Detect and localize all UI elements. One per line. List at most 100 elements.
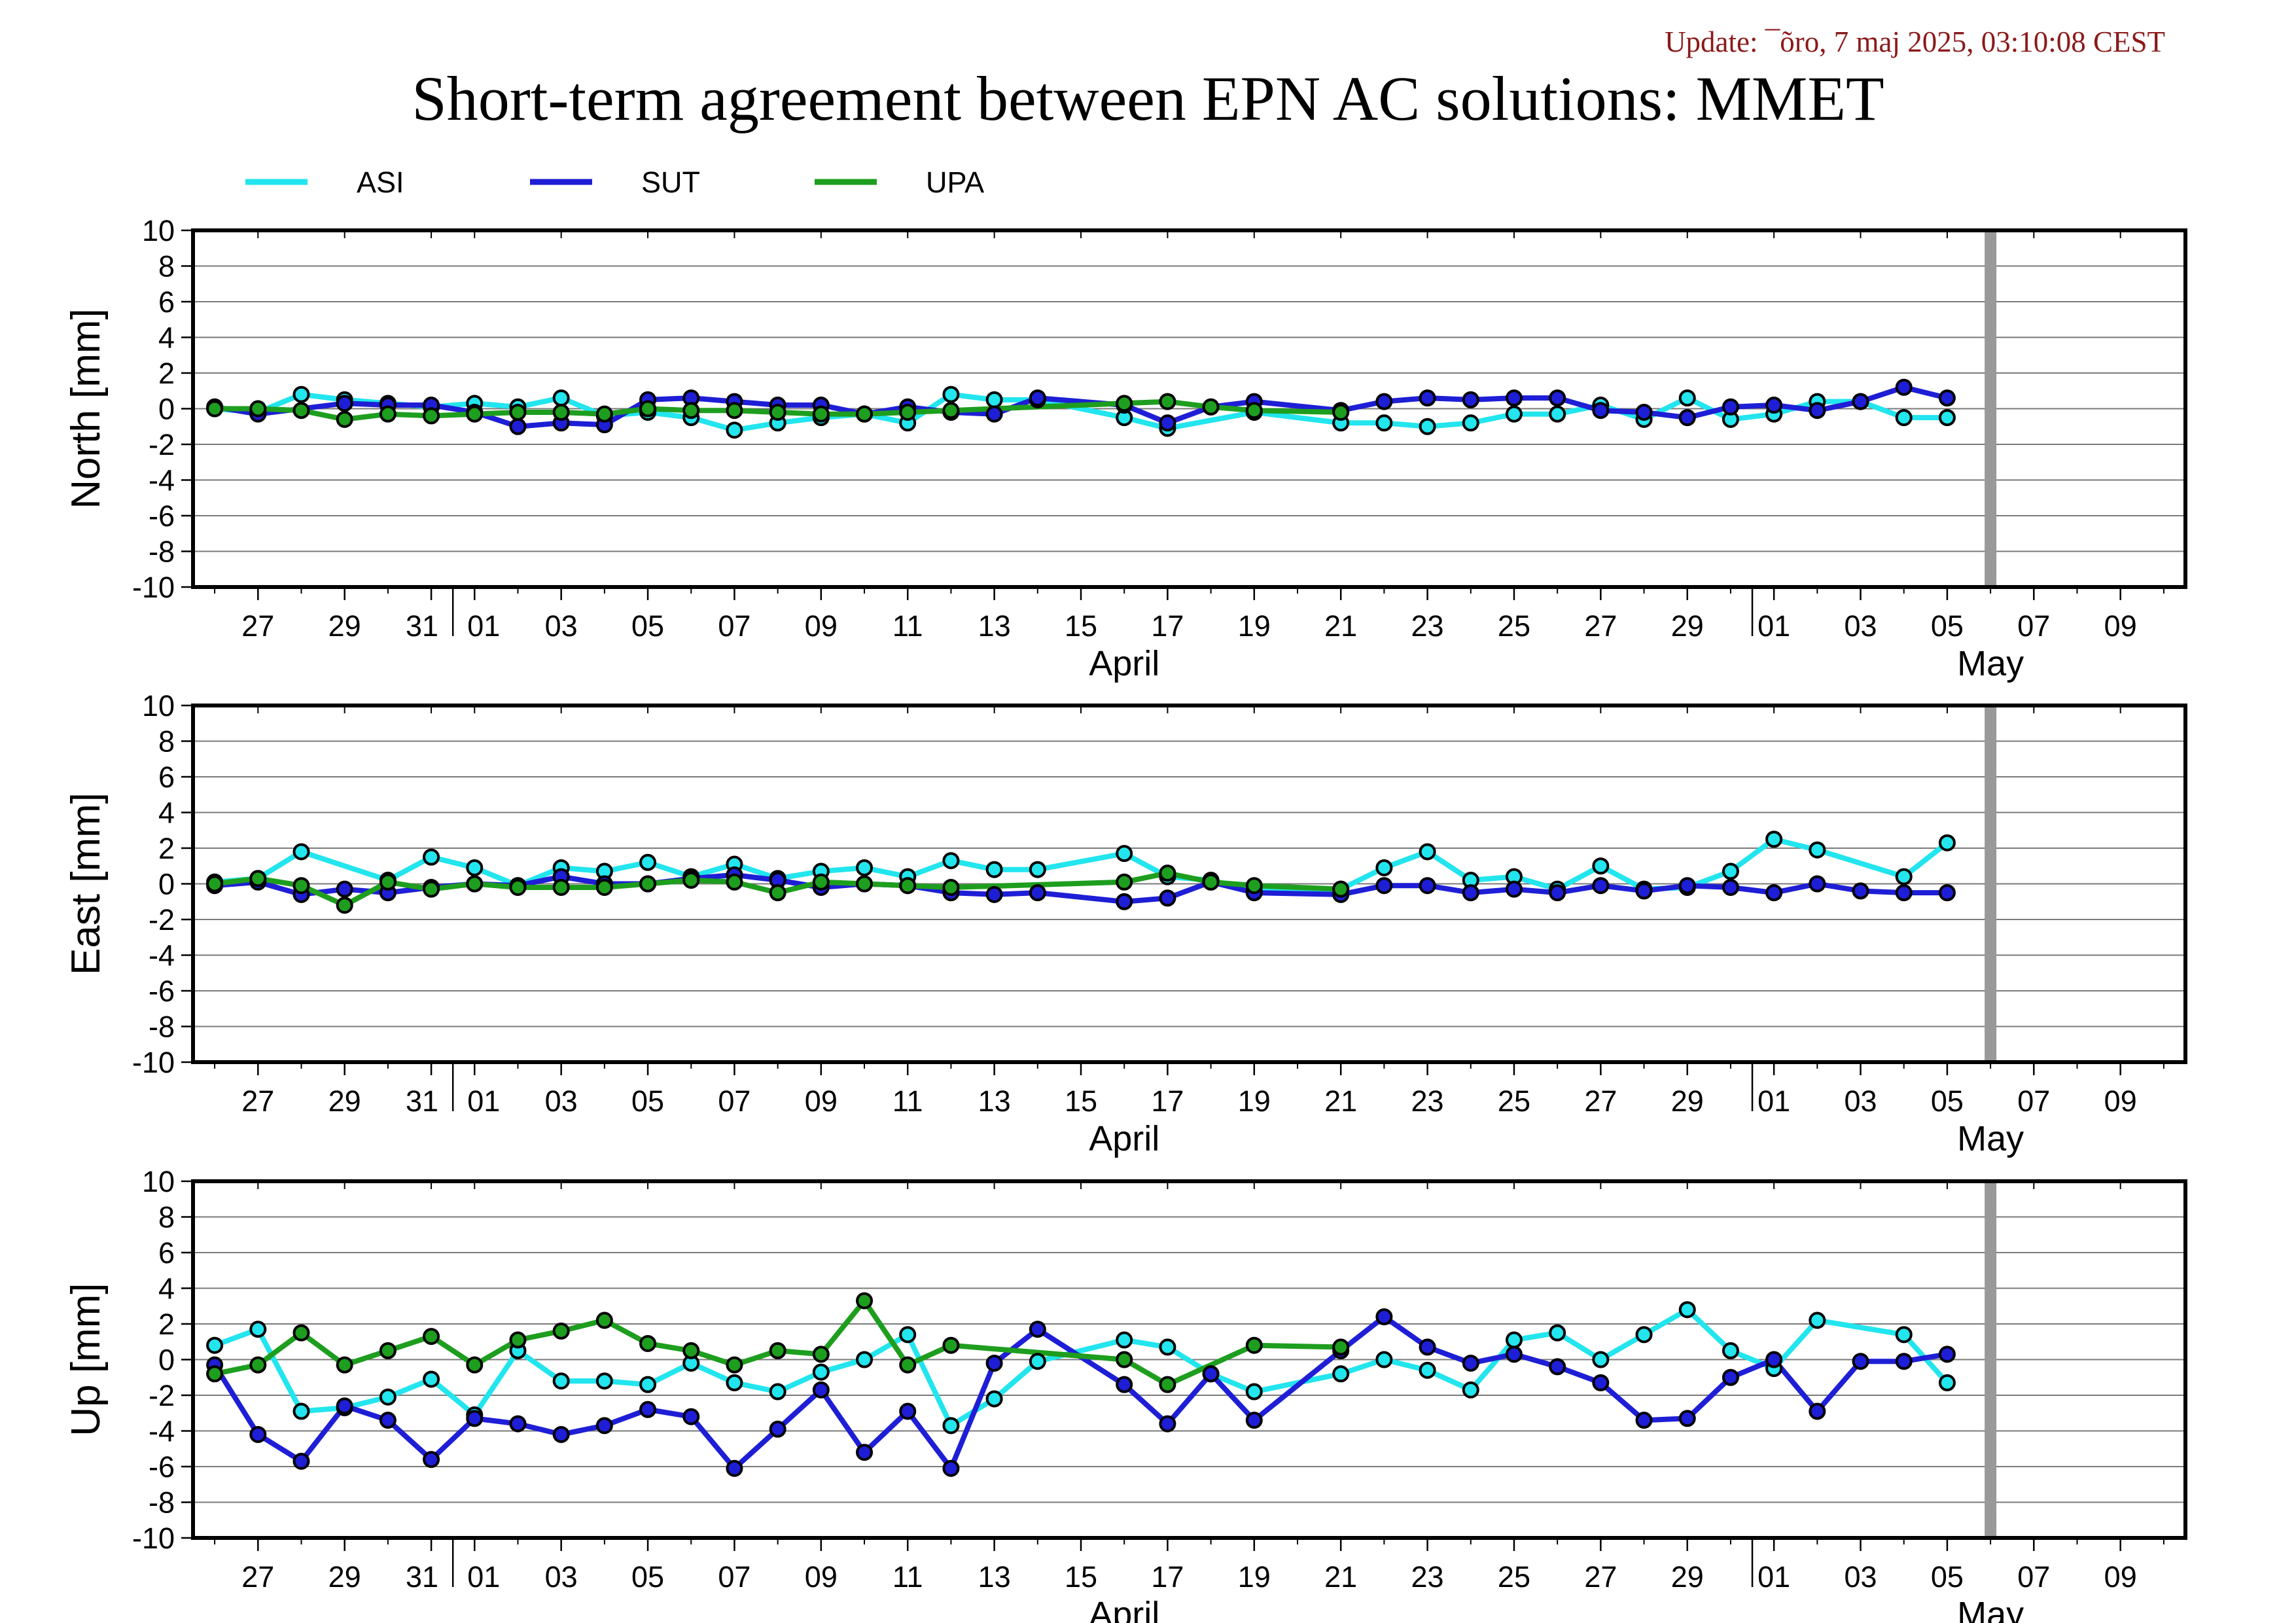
x-tick-label: 03 bbox=[1845, 1560, 1877, 1594]
data-point-sut bbox=[1765, 884, 1783, 902]
x-tick-label: 21 bbox=[1324, 1560, 1357, 1594]
data-point-sut bbox=[249, 1425, 267, 1443]
data-point-upa bbox=[552, 878, 570, 896]
y-tick-label: 2 bbox=[158, 357, 175, 390]
data-point-upa bbox=[1159, 393, 1176, 410]
series-line-sut bbox=[212, 1314, 1948, 1471]
data-point-asi bbox=[1592, 857, 1610, 875]
data-point-sut bbox=[1505, 1346, 1523, 1363]
data-point-sut bbox=[985, 405, 1003, 423]
x-tick-label: 09 bbox=[2104, 1084, 2137, 1118]
data-point-asi bbox=[1722, 863, 1739, 880]
x-tick-label: 09 bbox=[805, 1560, 838, 1594]
data-point-upa bbox=[249, 1356, 267, 1374]
data-point-asi bbox=[1029, 1353, 1046, 1370]
y-tick-label: -10 bbox=[132, 1046, 175, 1079]
data-point-upa bbox=[769, 884, 786, 902]
x-tick-label: 13 bbox=[978, 1084, 1011, 1118]
data-point-asi bbox=[1419, 843, 1436, 861]
month-label-may: May bbox=[1957, 1595, 2024, 1623]
data-point-asi bbox=[466, 859, 484, 876]
y-tick-label: 4 bbox=[158, 796, 175, 830]
data-point-asi bbox=[1895, 409, 1913, 427]
data-point-upa bbox=[942, 878, 960, 896]
data-point-sut bbox=[1116, 1376, 1133, 1393]
data-point-asi bbox=[1592, 1351, 1610, 1368]
x-tick-label: 27 bbox=[1584, 1560, 1617, 1594]
data-point-asi bbox=[1938, 409, 1956, 427]
data-point-asi bbox=[1505, 405, 1523, 423]
x-tick-label: 19 bbox=[1238, 609, 1271, 643]
data-point-sut bbox=[1635, 882, 1653, 900]
data-point-upa bbox=[1332, 880, 1350, 898]
x-tick-label: 09 bbox=[805, 1084, 838, 1118]
data-point-asi bbox=[1938, 834, 1956, 851]
data-point-asi bbox=[1895, 868, 1913, 885]
data-point-asi bbox=[639, 853, 657, 871]
data-point-upa bbox=[206, 875, 224, 893]
month-label-april: April bbox=[1089, 1119, 1159, 1158]
data-point-upa bbox=[509, 403, 527, 421]
data-point-asi bbox=[292, 385, 310, 403]
data-point-asi bbox=[1029, 861, 1046, 878]
y-tick-label: -2 bbox=[149, 428, 175, 461]
y-tick-label: -2 bbox=[149, 1379, 175, 1412]
data-point-sut bbox=[423, 1451, 440, 1469]
x-tick-label: 11 bbox=[892, 1084, 923, 1118]
data-point-sut bbox=[1505, 389, 1523, 407]
data-point-upa bbox=[899, 877, 917, 895]
data-point-asi bbox=[379, 1388, 397, 1406]
data-point-asi bbox=[985, 1390, 1003, 1408]
data-point-upa bbox=[812, 405, 830, 423]
x-tick-label: 17 bbox=[1151, 1560, 1184, 1594]
data-point-upa bbox=[379, 873, 397, 891]
data-point-sut bbox=[1159, 1415, 1176, 1433]
data-point-asi bbox=[1678, 1301, 1696, 1319]
legend: ASI SUT UPA bbox=[245, 166, 984, 199]
y-tick-label: 10 bbox=[142, 214, 175, 247]
data-point-upa bbox=[249, 400, 267, 418]
data-point-asi bbox=[769, 1383, 786, 1400]
y-tick-label: 0 bbox=[158, 1344, 175, 1377]
y-tick-label: 4 bbox=[158, 1272, 175, 1306]
data-point-upa bbox=[595, 878, 613, 896]
data-point-upa bbox=[509, 1331, 527, 1349]
cutoff-bar bbox=[1985, 705, 1997, 1062]
x-tick-label: 27 bbox=[1584, 609, 1617, 643]
page-title: Short-term agreement between EPN AC solu… bbox=[412, 63, 1884, 134]
y-tick-label: 2 bbox=[158, 1308, 175, 1341]
data-point-sut bbox=[1852, 882, 1869, 900]
y-axis-title: East [mm] bbox=[63, 793, 109, 975]
data-point-sut bbox=[1375, 393, 1393, 410]
y-tick-label: -8 bbox=[149, 1486, 175, 1520]
data-point-upa bbox=[379, 405, 397, 423]
data-point-asi bbox=[1116, 845, 1133, 863]
data-point-sut bbox=[1635, 1412, 1653, 1429]
data-point-sut bbox=[336, 880, 353, 898]
y-axis-title: North [mm] bbox=[63, 308, 109, 509]
x-tick-label: 27 bbox=[241, 609, 274, 643]
data-point-sut bbox=[1375, 877, 1393, 895]
data-point-upa bbox=[682, 1342, 700, 1359]
data-point-asi bbox=[1635, 1326, 1653, 1344]
data-point-asi bbox=[1116, 1331, 1133, 1349]
x-tick-label: 03 bbox=[1845, 1084, 1877, 1118]
data-point-sut bbox=[1549, 884, 1566, 902]
y-tick-label: 8 bbox=[158, 725, 175, 758]
data-point-sut bbox=[726, 1459, 743, 1477]
data-point-sut bbox=[1722, 1368, 1739, 1386]
data-point-sut bbox=[1505, 880, 1523, 898]
data-point-asi bbox=[292, 1402, 310, 1420]
x-tick-label: 05 bbox=[1931, 1084, 1964, 1118]
x-tick-label: 29 bbox=[1671, 1084, 1704, 1118]
x-tick-label: 05 bbox=[631, 609, 664, 643]
x-tick-label: 03 bbox=[545, 1560, 578, 1594]
y-tick-label: 8 bbox=[158, 250, 175, 283]
plot-frame bbox=[191, 228, 2187, 589]
data-point-upa bbox=[292, 402, 310, 419]
data-point-upa bbox=[812, 873, 830, 891]
y-tick-label: 6 bbox=[158, 760, 175, 794]
data-point-upa bbox=[1116, 873, 1133, 891]
data-point-upa bbox=[1116, 395, 1133, 412]
